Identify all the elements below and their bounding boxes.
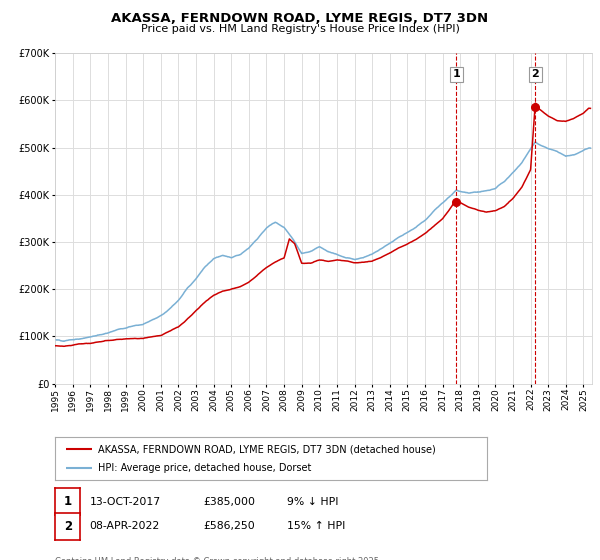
Text: HPI: Average price, detached house, Dorset: HPI: Average price, detached house, Dors… (98, 463, 312, 473)
Text: AKASSA, FERNDOWN ROAD, LYME REGIS, DT7 3DN: AKASSA, FERNDOWN ROAD, LYME REGIS, DT7 3… (112, 12, 488, 25)
Text: 15% ↑ HPI: 15% ↑ HPI (287, 521, 346, 531)
Text: 9% ↓ HPI: 9% ↓ HPI (287, 497, 339, 507)
Text: 1: 1 (64, 495, 72, 508)
Text: £385,000: £385,000 (203, 497, 256, 507)
Text: 2: 2 (532, 69, 539, 80)
Text: AKASSA, FERNDOWN ROAD, LYME REGIS, DT7 3DN (detached house): AKASSA, FERNDOWN ROAD, LYME REGIS, DT7 3… (98, 444, 436, 454)
Text: Price paid vs. HM Land Registry's House Price Index (HPI): Price paid vs. HM Land Registry's House … (140, 24, 460, 34)
Text: 13-OCT-2017: 13-OCT-2017 (89, 497, 161, 507)
Text: £586,250: £586,250 (203, 521, 255, 531)
Text: 08-APR-2022: 08-APR-2022 (89, 521, 160, 531)
Text: 2: 2 (64, 520, 72, 533)
Text: Contains HM Land Registry data © Crown copyright and database right 2025.
This d: Contains HM Land Registry data © Crown c… (55, 557, 382, 560)
Text: 1: 1 (452, 69, 460, 80)
